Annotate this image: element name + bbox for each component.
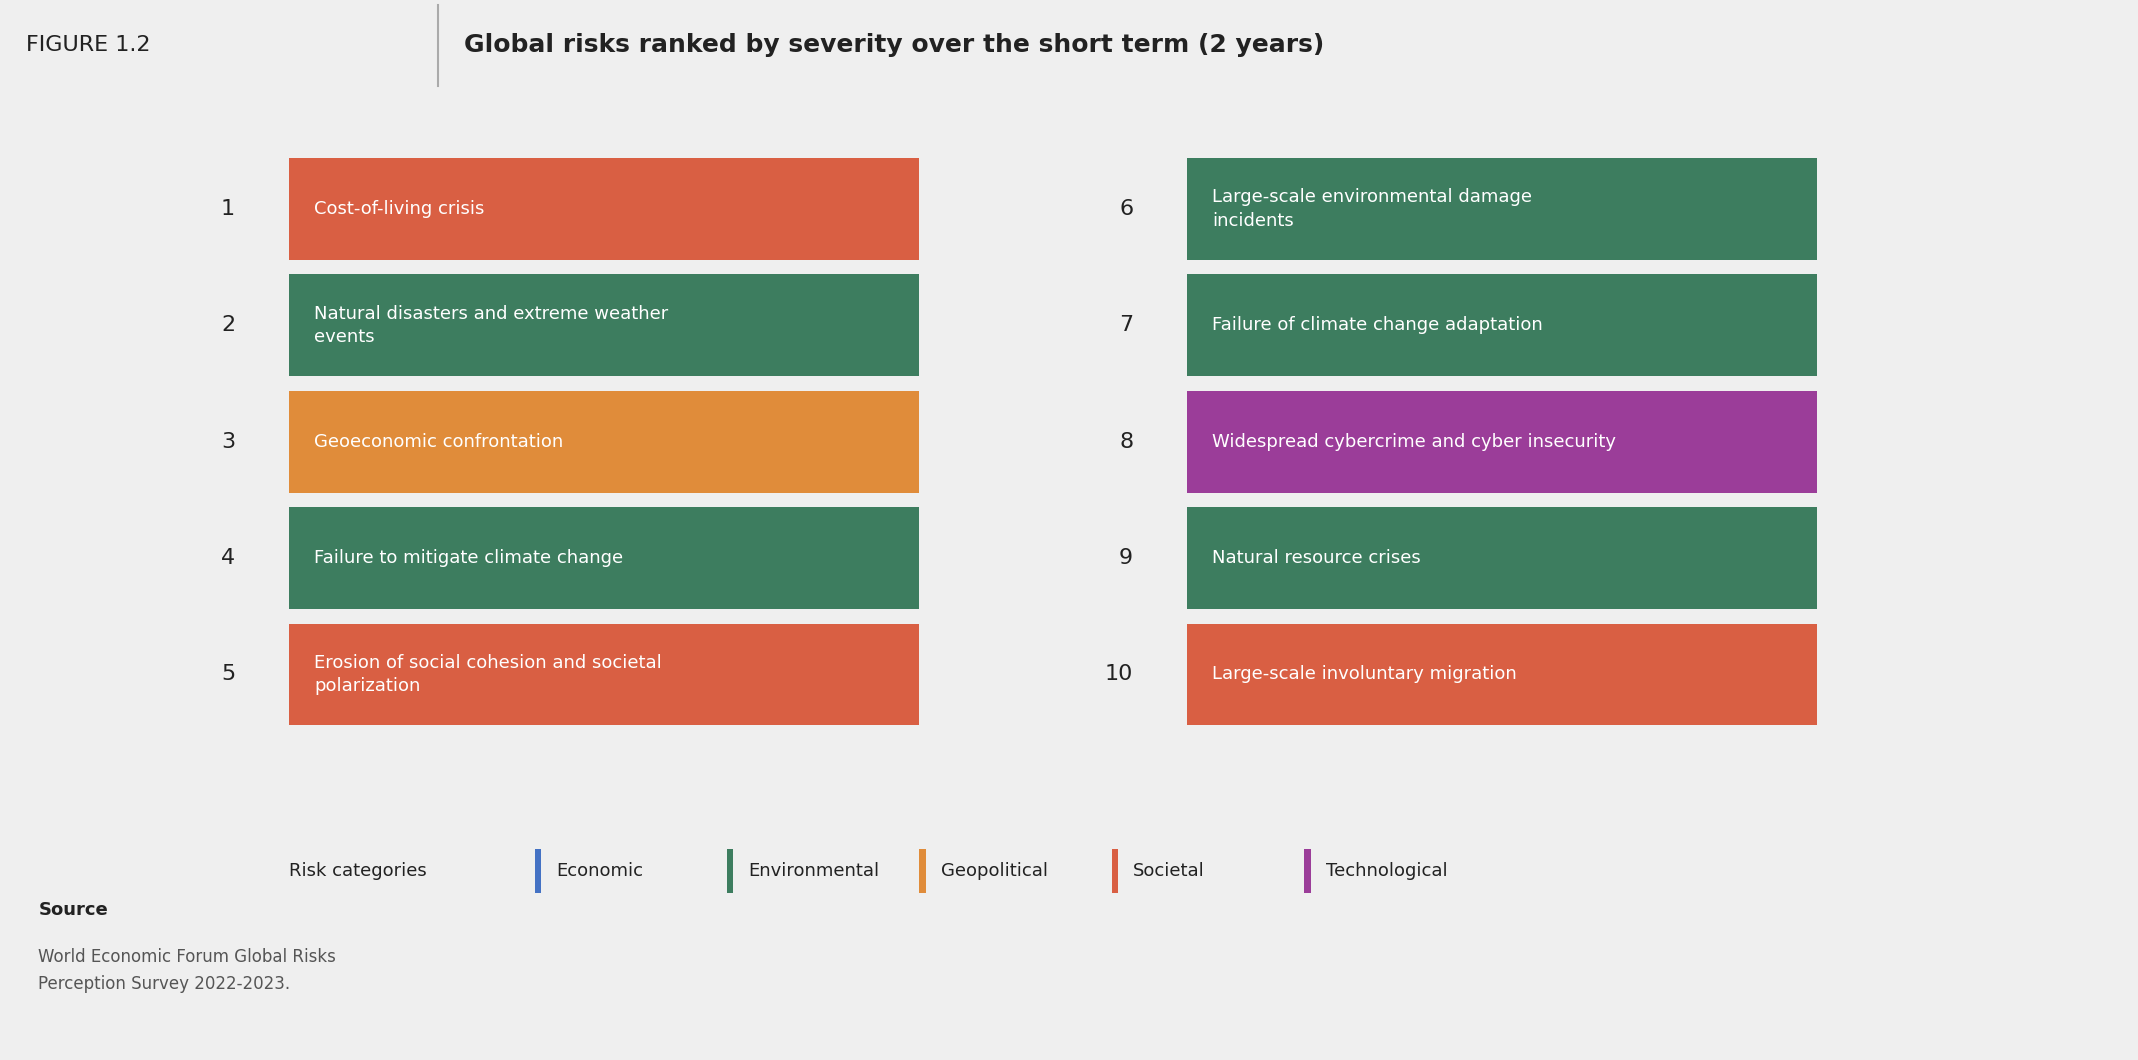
Text: Geoeconomic confrontation: Geoeconomic confrontation <box>314 432 564 450</box>
Text: FIGURE 1.2: FIGURE 1.2 <box>26 35 150 55</box>
FancyBboxPatch shape <box>289 507 919 610</box>
Text: Large-scale environmental damage
incidents: Large-scale environmental damage inciden… <box>1212 188 1533 230</box>
FancyBboxPatch shape <box>289 391 919 493</box>
Text: 1: 1 <box>220 199 235 219</box>
Text: Environmental: Environmental <box>748 862 879 880</box>
Text: 7: 7 <box>1118 315 1133 335</box>
Text: 4: 4 <box>220 548 235 568</box>
FancyBboxPatch shape <box>289 275 919 376</box>
FancyBboxPatch shape <box>289 623 919 725</box>
Text: 3: 3 <box>220 431 235 452</box>
Text: 5: 5 <box>220 665 235 685</box>
Text: Cost-of-living crisis: Cost-of-living crisis <box>314 200 485 218</box>
FancyBboxPatch shape <box>1187 391 1817 493</box>
Text: Failure of climate change adaptation: Failure of climate change adaptation <box>1212 316 1544 334</box>
FancyBboxPatch shape <box>289 158 919 260</box>
Text: World Economic Forum Global Risks
Perception Survey 2022-2023.: World Economic Forum Global Risks Percep… <box>38 949 336 993</box>
FancyBboxPatch shape <box>727 849 733 893</box>
FancyBboxPatch shape <box>1187 275 1817 376</box>
Text: Erosion of social cohesion and societal
polarization: Erosion of social cohesion and societal … <box>314 654 663 695</box>
FancyBboxPatch shape <box>919 849 926 893</box>
FancyBboxPatch shape <box>1187 507 1817 610</box>
FancyBboxPatch shape <box>1304 849 1311 893</box>
Text: Societal: Societal <box>1133 862 1206 880</box>
Text: 8: 8 <box>1118 431 1133 452</box>
Text: Large-scale involuntary migration: Large-scale involuntary migration <box>1212 666 1518 684</box>
Text: Source: Source <box>38 901 109 919</box>
FancyBboxPatch shape <box>1187 158 1817 260</box>
Text: Global risks ranked by severity over the short term (2 years): Global risks ranked by severity over the… <box>464 33 1323 57</box>
Text: 2: 2 <box>220 315 235 335</box>
Text: 10: 10 <box>1105 665 1133 685</box>
FancyBboxPatch shape <box>534 849 541 893</box>
Text: Economic: Economic <box>556 862 644 880</box>
FancyBboxPatch shape <box>1187 623 1817 725</box>
Text: Natural disasters and extreme weather
events: Natural disasters and extreme weather ev… <box>314 304 669 347</box>
FancyBboxPatch shape <box>1112 849 1118 893</box>
Text: Geopolitical: Geopolitical <box>941 862 1048 880</box>
Text: Risk categories: Risk categories <box>289 862 425 880</box>
Text: Widespread cybercrime and cyber insecurity: Widespread cybercrime and cyber insecuri… <box>1212 432 1616 450</box>
Text: Failure to mitigate climate change: Failure to mitigate climate change <box>314 549 624 567</box>
Text: 6: 6 <box>1118 199 1133 219</box>
Text: 9: 9 <box>1118 548 1133 568</box>
Text: Natural resource crises: Natural resource crises <box>1212 549 1422 567</box>
Text: Technological: Technological <box>1326 862 1447 880</box>
